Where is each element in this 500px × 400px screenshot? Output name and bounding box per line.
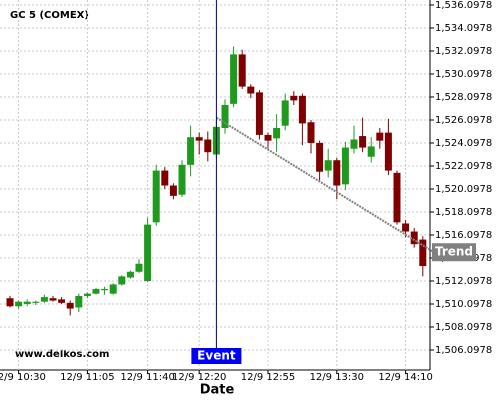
x-tick-label: 12/9 12:55 xyxy=(241,372,295,383)
candle-body xyxy=(359,136,367,148)
candle-body xyxy=(109,284,117,294)
y-tick-label: 1,536.0978 xyxy=(435,0,492,11)
candle-body xyxy=(169,185,177,196)
candle-body xyxy=(410,231,418,245)
candle-body xyxy=(195,137,203,141)
x-tick-label: 12/9 12:20 xyxy=(172,372,226,383)
candle-body xyxy=(255,92,263,135)
candle-body xyxy=(49,298,57,301)
candle-body xyxy=(419,239,427,267)
y-tick-label: 1,516.0978 xyxy=(435,230,492,241)
y-tick-label: 1,508.0978 xyxy=(435,322,492,333)
candle-body xyxy=(341,147,349,185)
candle-body xyxy=(15,301,23,307)
candle-body xyxy=(290,95,298,101)
candle-body xyxy=(376,132,384,141)
candle-body xyxy=(393,172,401,223)
x-tick-label: 12/9 11:40 xyxy=(120,372,174,383)
candle-body xyxy=(350,139,358,149)
candle-body xyxy=(324,160,332,171)
x-axis-title: Date xyxy=(200,383,235,398)
candle-body xyxy=(187,137,195,165)
trend-line xyxy=(215,116,435,254)
candle-body xyxy=(230,54,238,104)
event-label: Event xyxy=(197,349,236,363)
y-tick-label: 1,506.0978 xyxy=(435,345,492,356)
chart-title: GC 5 (COMEX) xyxy=(10,10,89,21)
y-tick-label: 1,530.0978 xyxy=(435,69,492,80)
event-box xyxy=(191,348,242,364)
candle-body xyxy=(221,105,229,129)
x-tick-label: 12/9 10:30 xyxy=(0,372,46,383)
candle-body xyxy=(83,293,91,296)
candle-body xyxy=(333,160,341,186)
candle-body xyxy=(316,142,324,172)
candle-body xyxy=(118,276,126,285)
y-tick-label: 1,524.0978 xyxy=(435,138,492,149)
candle-body xyxy=(6,298,14,307)
candle-body xyxy=(101,289,109,291)
y-tick-label: 1,520.0978 xyxy=(435,184,492,195)
candle-body xyxy=(144,224,152,281)
y-tick-label: 1,532.0978 xyxy=(435,46,492,57)
y-tick-label: 1,526.0978 xyxy=(435,115,492,126)
candle-body xyxy=(204,139,212,153)
y-tick-label: 1,534.0978 xyxy=(435,23,492,34)
candle-body xyxy=(161,170,169,186)
y-tick-label: 1,512.0978 xyxy=(435,276,492,287)
candle-body xyxy=(264,134,272,141)
candle-body xyxy=(402,223,410,232)
candle-body xyxy=(307,122,315,143)
x-tick-label: 12/9 13:30 xyxy=(310,372,364,383)
candle-body xyxy=(247,86,255,94)
candle-body xyxy=(238,54,246,87)
y-tick-label: 1,510.0978 xyxy=(435,299,492,310)
x-tick-label: 12/9 14:10 xyxy=(378,372,432,383)
candle-body xyxy=(126,271,134,278)
candle-body xyxy=(273,128,281,139)
candle-body xyxy=(58,299,66,303)
candle-body xyxy=(281,100,289,126)
y-tick-label: 1,528.0978 xyxy=(435,92,492,103)
watermark: www.delkos.com xyxy=(15,349,109,360)
y-tick-label: 1,518.0978 xyxy=(435,207,492,218)
candle-body xyxy=(152,170,160,223)
candle-body xyxy=(298,95,306,124)
candle-body xyxy=(92,289,100,294)
candle-body xyxy=(135,263,143,272)
candle-body xyxy=(66,302,74,309)
trend-label: Trend xyxy=(435,245,473,259)
x-tick-label: 12/9 11:05 xyxy=(60,372,114,383)
candle-body xyxy=(384,132,392,171)
candle-body xyxy=(178,164,186,195)
candle-body xyxy=(40,297,48,302)
trend-box xyxy=(432,243,476,262)
y-tick-label: 1,522.0978 xyxy=(435,161,492,172)
candle-body xyxy=(23,301,31,304)
candle-body xyxy=(75,295,83,308)
candle-body xyxy=(32,301,40,303)
candle-body xyxy=(367,146,375,157)
